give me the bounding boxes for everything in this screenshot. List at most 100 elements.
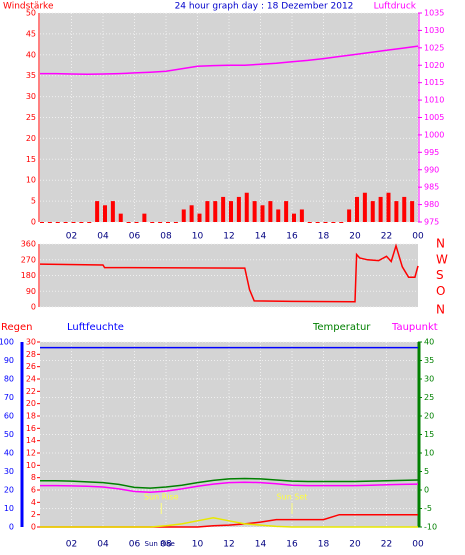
wind-bar [110, 201, 115, 222]
y2-tick-label: 20 [424, 412, 434, 421]
y-tick-label: 50 [26, 9, 36, 18]
y2-tick-label: 1025 [424, 43, 444, 52]
x-tick-label: 00 [412, 232, 424, 242]
y3-tick-label: 14 [26, 436, 36, 445]
wind-bar [331, 222, 336, 223]
wind-bar [47, 222, 52, 223]
y-tick-label: 25 [26, 113, 36, 122]
wind-axis-label: Windstärke [3, 2, 54, 12]
x-tick-label: 18 [318, 232, 330, 242]
wind-bar [229, 201, 233, 222]
wind-bar [370, 201, 375, 222]
wind-bar [95, 201, 100, 222]
y2-tick-label: 0 [424, 486, 429, 495]
y-tick-label: 0 [31, 303, 36, 312]
y2-tick-label: 10 [424, 449, 434, 458]
x-tick-label: 16 [286, 232, 298, 242]
wind-bar [87, 222, 92, 223]
x-tick-label: 10 [192, 232, 204, 242]
wind-bar [205, 201, 210, 222]
y2-tick-label: -5 [424, 504, 432, 513]
y-tick-label: 30 [4, 467, 14, 476]
x-tick-label: 14 [255, 232, 267, 242]
x-tick-label: 14 [255, 540, 267, 550]
wind-bar [126, 222, 131, 223]
y2-tick-label: 35 [424, 356, 434, 365]
y2-tick-label: 985 [424, 183, 439, 192]
x-tick-label: 18 [318, 540, 330, 550]
y2-tick-label: 30 [424, 375, 434, 384]
x-tick-label: 06 [129, 540, 141, 550]
y-tick-label: 70 [4, 393, 14, 402]
wind-bar [307, 222, 312, 223]
wind-bar [378, 196, 383, 222]
y-tick-label: 80 [4, 375, 14, 384]
wind-bar [134, 222, 139, 223]
y3-tick-label: 2 [31, 510, 36, 519]
wind-bar [276, 209, 281, 222]
y-tick-label: 15 [26, 155, 36, 164]
wind-bar [63, 222, 68, 223]
x-tick-label: 10 [192, 540, 204, 550]
y-tick-label: 60 [4, 412, 14, 421]
y3-tick-label: 16 [26, 424, 36, 433]
y-tick-label: 100 [0, 338, 14, 347]
x-tick-label: 22 [381, 232, 392, 242]
y2-tick-label: 40 [424, 338, 434, 347]
x-tick-label: 12 [223, 540, 234, 550]
wind-bar [299, 209, 304, 222]
x-tick-label: 02 [66, 540, 77, 550]
wind-bar [292, 213, 296, 222]
legend-entry: Taupunkt [391, 322, 438, 333]
y3-tick-label: 24 [26, 375, 36, 384]
y3-tick-label: 26 [26, 362, 36, 371]
y2-tick-label: 980 [424, 200, 439, 209]
y2-tick-label: 1030 [424, 26, 444, 35]
x-tick-label: 20 [349, 232, 361, 242]
pressure-axis-label: Luftdruck [374, 2, 417, 12]
legend-entry: Temperatur [312, 322, 371, 333]
y3-tick-label: 28 [26, 350, 36, 359]
sun-annotation: Sun Set [277, 493, 308, 502]
y2-tick-label: 25 [424, 393, 434, 402]
x-tick-label: 22 [381, 540, 392, 550]
y-tick-label: 30 [26, 92, 36, 101]
wind-bar [103, 205, 107, 222]
y-tick-label: 180 [21, 271, 36, 280]
y-tick-label: 40 [4, 449, 14, 458]
y2-tick-label: 1015 [424, 78, 444, 87]
y-tick-label: 0 [31, 218, 36, 227]
wind-bar [55, 222, 60, 223]
y-tick-label: 45 [26, 29, 36, 38]
y-tick-label: 35 [26, 71, 36, 80]
y3-tick-label: 4 [31, 498, 36, 507]
y2-tick-label: 1035 [424, 9, 444, 18]
x-tick-label: 00 [412, 540, 424, 550]
y2-tick-label: 1000 [424, 130, 444, 139]
legend-entry: Luftfeuchte [67, 322, 124, 333]
y2-tick-label: 975 [424, 218, 439, 227]
y-tick-label: 360 [21, 240, 36, 249]
y3-tick-label: 8 [31, 473, 36, 482]
wind-bar [79, 222, 84, 223]
y2-tick-label: 1020 [424, 61, 444, 70]
wind-bar [40, 222, 44, 223]
compass-label: W [436, 252, 448, 266]
wind-bar [197, 213, 202, 222]
compass-label: O [436, 284, 445, 298]
wind-bar [181, 209, 186, 222]
wind-bar [315, 222, 320, 223]
wind-bar [118, 213, 123, 222]
y2-tick-label: 5 [424, 467, 429, 476]
y3-tick-label: 22 [26, 387, 36, 396]
wind-bar [236, 196, 241, 222]
y-tick-label: 40 [26, 50, 36, 59]
x-tick-label: 16 [286, 540, 298, 550]
x-tick-label: 04 [97, 540, 109, 550]
y3-tick-label: 12 [26, 449, 36, 458]
wind-bar [339, 222, 344, 223]
x-tick-label: 12 [223, 232, 234, 242]
wind-bar [386, 192, 391, 222]
series-line [40, 477, 419, 489]
